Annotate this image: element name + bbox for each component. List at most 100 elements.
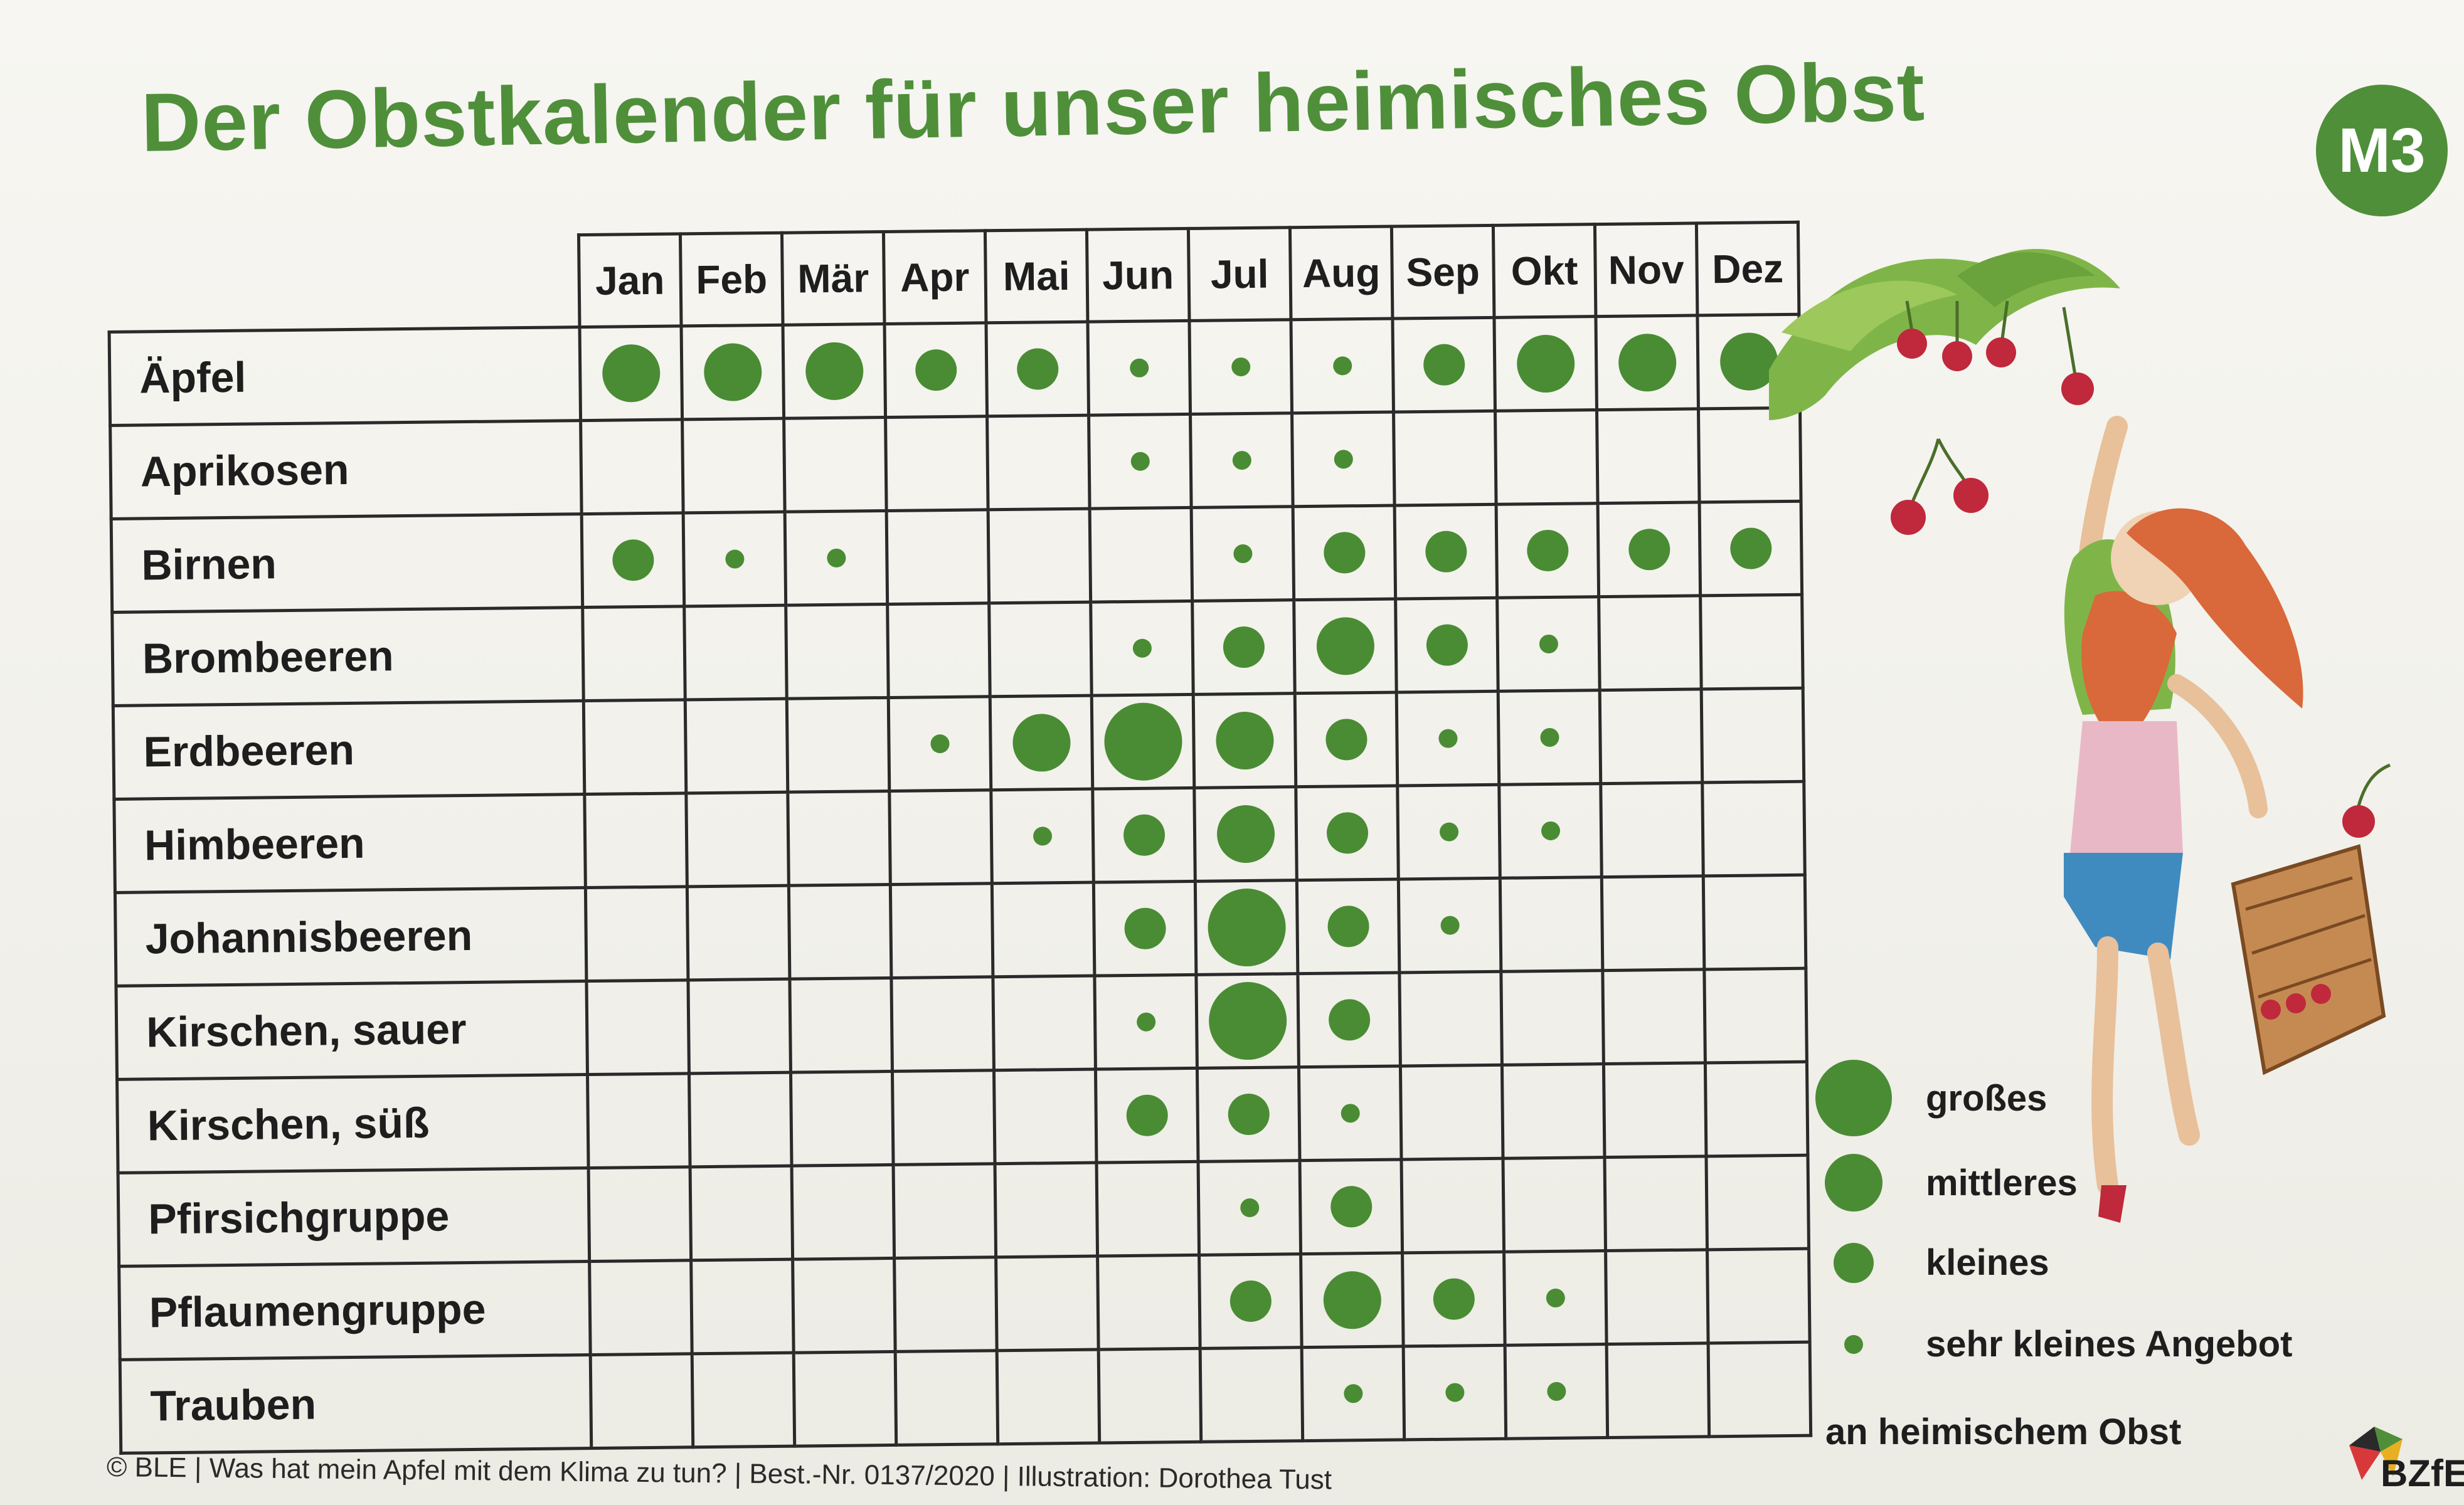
supply-cell	[985, 321, 1089, 416]
supply-dot-very-small	[1332, 356, 1352, 376]
supply-cell	[1090, 600, 1194, 695]
supply-cell	[681, 324, 784, 420]
copyright-footer: © BLE | Was hat mein Apfel mit dem Klima…	[106, 1452, 1332, 1496]
supply-cell	[688, 978, 791, 1074]
supply-cell	[1290, 318, 1394, 413]
supply-cell	[1300, 1252, 1404, 1348]
supply-cell	[1598, 595, 1702, 690]
fruit-name: Trauben	[120, 1354, 592, 1453]
supply-cell	[585, 886, 688, 981]
supply-cell	[790, 1070, 894, 1166]
cherry-girl-illustration	[1769, 249, 2391, 1223]
supply-cell	[1200, 1347, 1303, 1442]
fruit-name: Kirschen, sauer	[115, 981, 588, 1079]
supply-cell	[1194, 786, 1297, 881]
supply-dot-small	[1123, 907, 1166, 949]
supply-cell	[792, 1164, 895, 1259]
supply-cell	[1299, 1159, 1403, 1254]
fruit-row: Kirschen, süß	[117, 1061, 1808, 1173]
legend-item-large: großes	[1813, 1060, 2047, 1136]
supply-cell	[1297, 972, 1401, 1067]
supply-cell	[888, 696, 991, 791]
supply-dot-small	[1729, 527, 1772, 569]
supply-cell	[1604, 1156, 1707, 1251]
legend-dot-very-small	[1844, 1334, 1863, 1354]
month-header: Mai	[985, 230, 1088, 323]
supply-cell	[1197, 1067, 1300, 1161]
supply-cell	[792, 1257, 896, 1353]
supply-cell	[1087, 320, 1191, 415]
supply-cell	[692, 1352, 795, 1447]
worksheet-badge: M3	[2316, 85, 2448, 216]
supply-cell	[1295, 692, 1398, 787]
supply-cell	[1600, 689, 1702, 784]
fruit-name: Himbeeren	[114, 794, 586, 892]
supply-cell	[581, 512, 684, 608]
supply-cell	[1393, 410, 1497, 505]
supply-cell	[580, 419, 684, 514]
fruit-row: Brombeeren	[112, 594, 1803, 705]
supply-cell	[1091, 694, 1194, 789]
legend-item-very-small: sehr kleines Angebot	[1813, 1323, 2292, 1365]
supply-cell	[1600, 782, 1704, 877]
supply-dot-medium	[703, 342, 762, 401]
supply-dot-very-small	[1129, 358, 1149, 378]
supply-dot-small	[1426, 623, 1468, 666]
supply-cell	[1199, 1254, 1302, 1348]
supply-cell	[691, 1259, 794, 1354]
supply-cell	[990, 695, 1093, 790]
cherry-branch-icon	[1769, 249, 2120, 420]
supply-cell	[1500, 877, 1603, 971]
supply-dot-small	[915, 349, 957, 391]
supply-cell	[588, 1166, 691, 1262]
supply-dot-large	[1103, 702, 1182, 781]
supply-cell	[987, 415, 1090, 510]
supply-cell	[687, 885, 790, 980]
month-header: Jul	[1188, 227, 1291, 320]
month-header-row: Jan Feb Mär Apr Mai Jun Jul Aug Sep Okt Nov Dez	[109, 222, 1799, 332]
fruit-row: Johannisbeeren	[115, 874, 1806, 986]
supply-cell	[1495, 409, 1598, 504]
supply-cell	[1191, 506, 1294, 601]
supply-dot-medium	[1618, 333, 1677, 392]
supply-cell	[683, 511, 786, 606]
supply-cell	[586, 980, 689, 1075]
supply-dot-very-small	[930, 734, 950, 753]
supply-dot-small	[1432, 1277, 1475, 1320]
legend-dot-medium	[1825, 1154, 1883, 1212]
supply-dot-medium	[1012, 713, 1071, 772]
supply-cell	[1402, 1251, 1505, 1346]
month-header: Nov	[1595, 223, 1697, 317]
supply-cell	[1598, 502, 1701, 597]
supply-cell	[1400, 1064, 1503, 1159]
page-title: Der Obstkalender für unser heimisches Ob…	[140, 45, 1926, 169]
legend-dot-large	[1815, 1060, 1892, 1136]
supply-dot-small	[1123, 813, 1165, 856]
month-header: Jan	[578, 233, 682, 327]
legend-dot-small	[1834, 1242, 1874, 1283]
supply-cell	[682, 418, 785, 513]
legend-label: sehr kleines Angebot	[1926, 1324, 2293, 1365]
supply-dot-medium	[602, 344, 661, 403]
calendar-body: Äpfel Aprikosen Birnen Brombeeren Erdbeeren H…	[109, 314, 1811, 1453]
supply-dot-small	[1328, 998, 1370, 1041]
supply-dot-very-small	[1343, 1383, 1363, 1403]
supply-dot-small	[1325, 718, 1367, 761]
supply-dot-very-small	[1439, 821, 1458, 842]
supply-cell	[690, 1165, 793, 1260]
supply-dot-very-small	[1445, 1382, 1465, 1402]
supply-cell	[787, 790, 891, 885]
supply-dot-very-small	[1546, 1381, 1566, 1401]
supply-cell	[1293, 598, 1397, 694]
supply-dot-medium	[1216, 805, 1275, 863]
supply-cell	[684, 605, 787, 700]
supply-cell	[1295, 785, 1399, 880]
fruit-name: Pflaumengruppe	[119, 1261, 591, 1360]
month-header: Okt	[1493, 224, 1596, 317]
supply-cell	[1496, 503, 1599, 598]
supply-cell	[994, 1069, 1097, 1164]
supply-cell	[894, 1257, 997, 1351]
supply-dot-very-small	[1541, 821, 1560, 840]
supply-dot-very-small	[1438, 728, 1458, 748]
supply-cell	[884, 322, 987, 418]
